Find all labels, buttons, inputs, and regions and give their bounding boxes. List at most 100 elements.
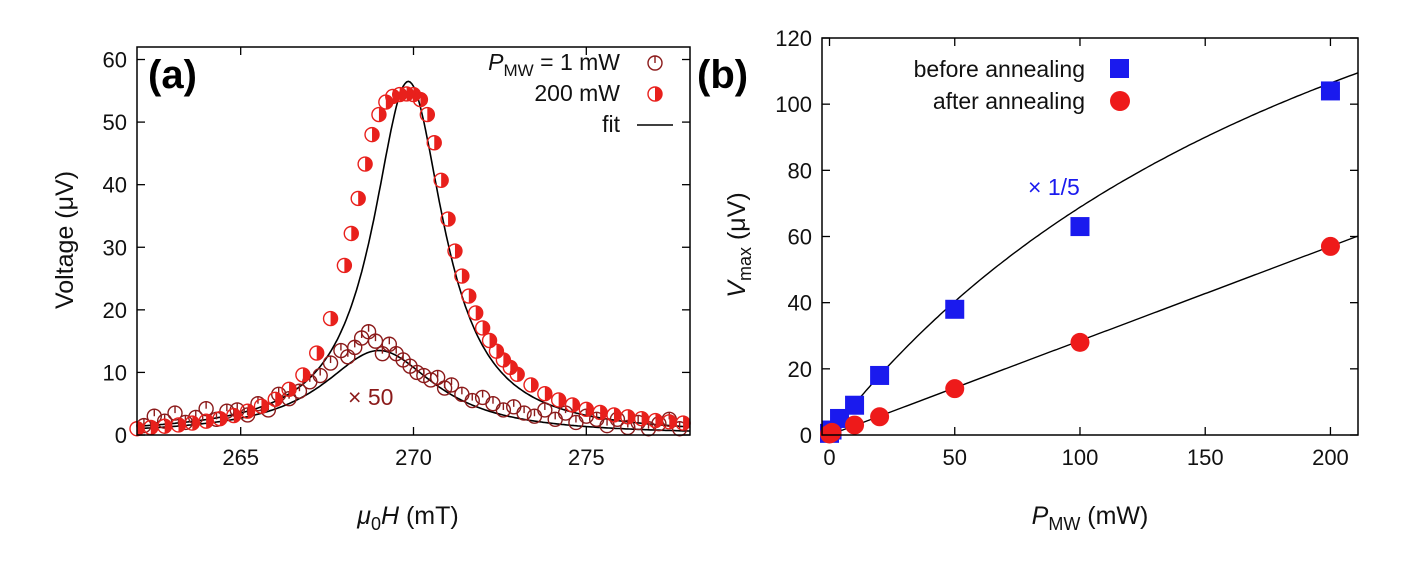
panel-a-y-axis-label: Voltage (μV) xyxy=(51,171,79,309)
data-point-before-annealing xyxy=(870,365,890,385)
ylabel-b-unit: (μV) xyxy=(723,192,751,247)
data-point-1mw xyxy=(495,402,512,418)
data-point-200mw xyxy=(633,411,650,427)
legend-b-marker-before xyxy=(1110,59,1129,78)
xlabel-a-mu: μ xyxy=(356,502,371,530)
panel-b: 0 50 100 150 200 0 20 40 60 80 100 120 (b) × 1/5 be… xyxy=(697,26,1359,534)
data-point-1mw xyxy=(381,336,398,352)
ylabel-b-v: V xyxy=(723,279,751,298)
legend-a-marker-1mw xyxy=(647,55,663,71)
panel-b-y-tick-label: 60 xyxy=(788,225,812,250)
panel-b-x-tick-label: 50 xyxy=(943,445,967,470)
data-point-200mw xyxy=(675,415,691,431)
legend-a-p-subscript: MW xyxy=(504,61,534,80)
legend-a-marker-200mw xyxy=(647,86,663,102)
panel-a-y-tick-label: 0 xyxy=(115,423,127,448)
data-point-200mw xyxy=(184,415,201,431)
data-point-1mw xyxy=(568,414,584,431)
data-point-200mw xyxy=(578,401,595,418)
data-point-200mw xyxy=(170,417,187,433)
panel-b-legend: before annealing after annealing xyxy=(914,56,1130,114)
data-point-200mw xyxy=(336,257,353,274)
legend-a-entry-1: PMW = 1 mW xyxy=(488,49,620,80)
data-point-200mw xyxy=(488,343,505,359)
ylabel-b-subscript: max xyxy=(735,247,755,281)
data-point-1mw xyxy=(167,405,183,421)
data-point-200mw xyxy=(537,385,553,402)
data-point-before-annealing xyxy=(845,395,865,415)
data-point-200mw xyxy=(606,407,622,423)
data-point-before-annealing xyxy=(1070,217,1090,237)
data-point-200mw xyxy=(253,398,270,414)
panel-a-annotation: × 50 xyxy=(348,384,393,410)
panel-a-y-tick-label: 10 xyxy=(103,360,127,385)
panel-b-x-tick-label: 200 xyxy=(1312,445,1349,470)
data-point-200mw xyxy=(468,305,484,321)
data-point-200mw xyxy=(281,381,297,398)
data-point-1mw xyxy=(516,405,532,421)
panel-b-y-tick-label: 100 xyxy=(775,92,812,117)
panel-b-y-tick-label: 0 xyxy=(800,423,812,448)
data-point-1mw xyxy=(312,367,328,384)
panel-b-data-points xyxy=(820,81,1340,444)
legend-a-entry-fit: fit xyxy=(602,111,621,137)
data-point-before-annealing xyxy=(945,299,965,319)
data-point-1mw xyxy=(443,377,460,393)
fit-curve xyxy=(136,80,691,428)
panel-b-x-axis-label: PMW (mW) xyxy=(1032,502,1149,534)
panel-a-label: (a) xyxy=(148,53,197,97)
panel-a-y-tick-label: 60 xyxy=(103,48,127,73)
data-point-1mw xyxy=(464,392,480,409)
panel-b-x-tick-label: 0 xyxy=(823,445,835,470)
fit-curve xyxy=(828,72,1359,436)
panel-b-y-axis-label: Vmax (μV) xyxy=(723,192,755,297)
panel-b-annotation: × 1/5 xyxy=(1028,174,1080,200)
data-point-1mw xyxy=(537,402,553,418)
xlabel-b-subscript: MW xyxy=(1048,514,1080,534)
panel-a-x-axis-label: μ0H (mT) xyxy=(356,502,458,534)
data-point-200mw xyxy=(322,310,339,327)
data-point-1mw xyxy=(454,386,470,403)
data-point-200mw xyxy=(350,190,366,207)
data-point-200mw xyxy=(364,126,380,143)
panel-b-y-tick-label: 20 xyxy=(788,357,812,382)
data-point-200mw xyxy=(481,332,498,349)
data-point-before-annealing xyxy=(830,408,850,428)
data-point-200mw xyxy=(550,392,567,408)
panel-a-y-tick-label: 20 xyxy=(103,298,127,323)
data-point-200mw xyxy=(433,172,449,188)
panel-b-fit-curves xyxy=(828,72,1359,436)
panel-b-y-tick-label: 40 xyxy=(788,291,812,316)
data-point-1mw xyxy=(485,396,501,412)
xlabel-b-unit: (mW) xyxy=(1080,502,1148,530)
data-point-200mw xyxy=(371,106,387,123)
panel-a: 265 270 275 0 10 20 30 40 50 60 (a) × 50 PMW = 1 … xyxy=(51,46,691,534)
data-point-200mw xyxy=(447,243,463,259)
data-point-200mw xyxy=(474,320,491,336)
panel-b-y-tick-label: 80 xyxy=(788,158,812,183)
data-point-1mw xyxy=(429,369,446,386)
legend-a-p-symbol: P xyxy=(488,49,504,75)
panel-a-x-tick-label: 265 xyxy=(222,445,259,470)
xlabel-a-subscript: 0 xyxy=(371,514,381,534)
xlabel-a-h: H xyxy=(381,502,400,530)
legend-a-entry-2: 200 mW xyxy=(534,80,620,106)
data-point-200mw xyxy=(661,414,677,430)
panel-a-y-tick-label: 30 xyxy=(103,235,127,260)
data-point-before-annealing xyxy=(1320,81,1340,101)
panel-b-x-tick-label: 100 xyxy=(1062,445,1099,470)
panel-a-frame xyxy=(136,46,691,436)
data-point-200mw xyxy=(267,391,283,408)
data-point-200mw xyxy=(239,403,256,419)
data-point-200mw xyxy=(426,135,442,151)
data-point-200mw xyxy=(295,367,311,383)
data-point-200mw xyxy=(357,156,373,172)
legend-a-1mw-value: = 1 mW xyxy=(534,49,621,75)
panel-a-ticks: 265 270 275 0 10 20 30 40 50 60 xyxy=(103,47,690,470)
data-point-after-annealing xyxy=(845,415,865,435)
data-point-1mw xyxy=(374,345,391,362)
data-point-200mw xyxy=(523,377,539,393)
data-point-200mw xyxy=(564,397,581,413)
panel-b-ticks: 0 50 100 150 200 0 20 40 60 80 100 120 xyxy=(775,26,1358,470)
